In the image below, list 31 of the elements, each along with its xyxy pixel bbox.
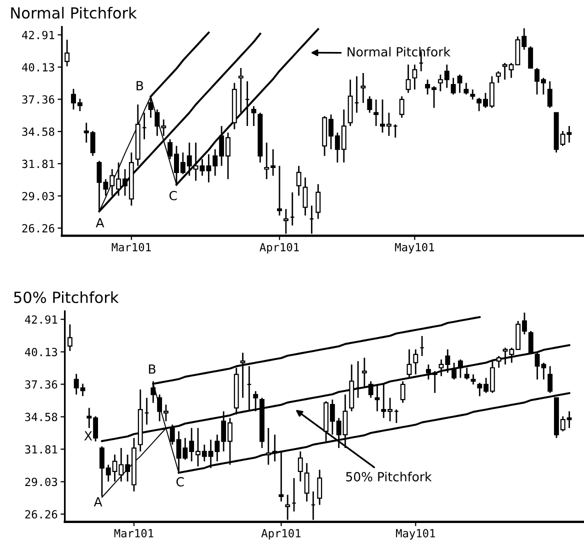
- annotation: Normal Pitchfork: [348, 46, 450, 57]
- y-tick-label: 34.58: [25, 412, 58, 422]
- x-tick-label: Apr101: [260, 242, 299, 254]
- annotation: C: [176, 477, 184, 487]
- chart-title: Normal Pitchfork: [11, 6, 137, 19]
- annotation: B: [148, 364, 156, 374]
- y-tick-label: 40.13: [24, 348, 58, 356]
- y-tick-label: 26.26: [22, 224, 54, 233]
- y-tick-label: 31.81: [22, 160, 54, 168]
- x-tick-label: Mar101: [112, 242, 151, 252]
- y-tick-label: 37.36: [25, 380, 58, 389]
- x-tick-label: May101: [396, 529, 435, 540]
- y-tick-label: 42.91: [22, 30, 54, 40]
- y-tick-label: 37.36: [22, 95, 54, 104]
- annotation: C: [169, 190, 177, 200]
- y-tick-label: 29.03: [22, 192, 54, 200]
- y-tick-label: 40.13: [22, 63, 54, 72]
- y-tick-label: 26.26: [25, 510, 58, 519]
- annotation: X: [84, 431, 92, 440]
- annotation: A: [94, 497, 102, 506]
- y-tick-label: 31.81: [25, 445, 58, 454]
- annotation: B: [136, 81, 144, 90]
- y-tick-label: 34.58: [22, 128, 54, 136]
- chart-title: 50% Pitchfork: [14, 291, 119, 304]
- y-tick-label: 29.03: [25, 478, 58, 486]
- x-tick-label: Mar101: [114, 529, 154, 538]
- x-tick-label: May101: [395, 242, 434, 254]
- x-tick-label: Apr101: [261, 529, 301, 540]
- y-tick-label: 42.91: [24, 315, 58, 324]
- annotation: 50% Pitchfork: [346, 472, 432, 482]
- annotation: A: [96, 218, 104, 228]
